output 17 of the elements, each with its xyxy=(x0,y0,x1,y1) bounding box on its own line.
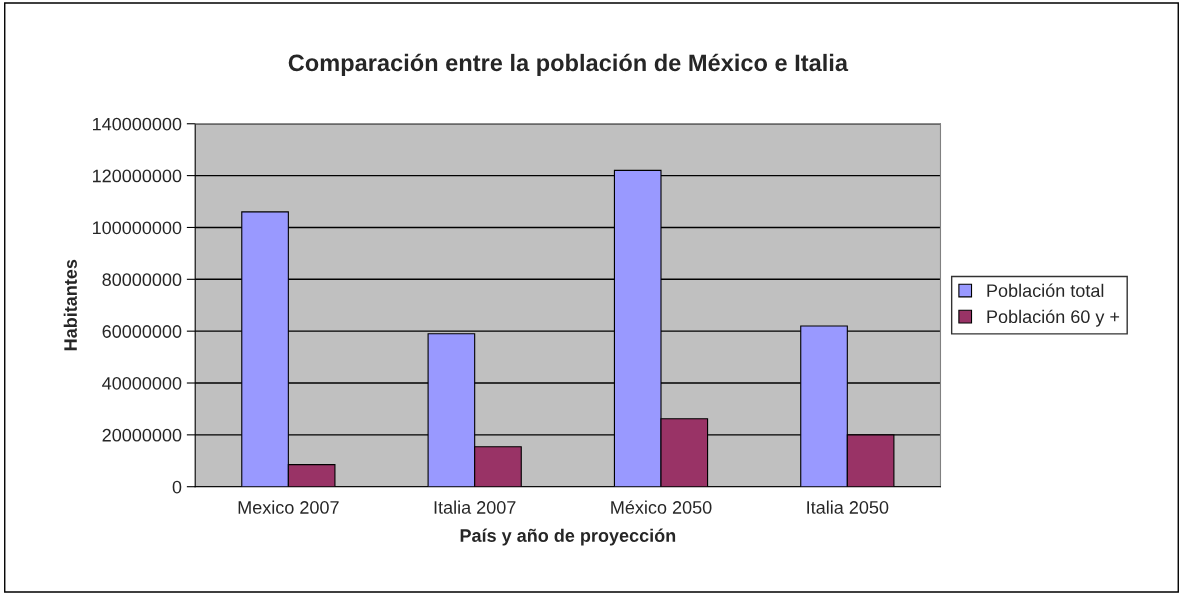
y-axis-title: Habitantes xyxy=(63,259,77,351)
y-tick-label: 140000000 xyxy=(93,117,182,131)
y-tick-label: 20000000 xyxy=(102,428,182,442)
legend-label: Población 60 y + xyxy=(987,309,1120,327)
x-axis-title: País y año de proyección xyxy=(460,528,676,546)
y-tick-label: 100000000 xyxy=(93,221,182,235)
y-tick-label: 60000000 xyxy=(102,325,182,338)
x-tick-label: Italia 2007 xyxy=(434,500,516,514)
x-tick-label: México 2050 xyxy=(611,500,712,514)
y-tick-label: 120000000 xyxy=(93,169,182,183)
chart-title: Comparación entre la población de México e Italia xyxy=(288,53,849,76)
y-tick-label: 0 xyxy=(172,480,182,494)
legend-label: Población total xyxy=(987,283,1104,298)
x-tick-label: Italia 2050 xyxy=(807,500,889,514)
y-tick-label: 80000000 xyxy=(102,273,182,287)
y-tick-label: 40000000 xyxy=(102,376,182,390)
x-tick-label: Mexico 2007 xyxy=(238,500,339,514)
